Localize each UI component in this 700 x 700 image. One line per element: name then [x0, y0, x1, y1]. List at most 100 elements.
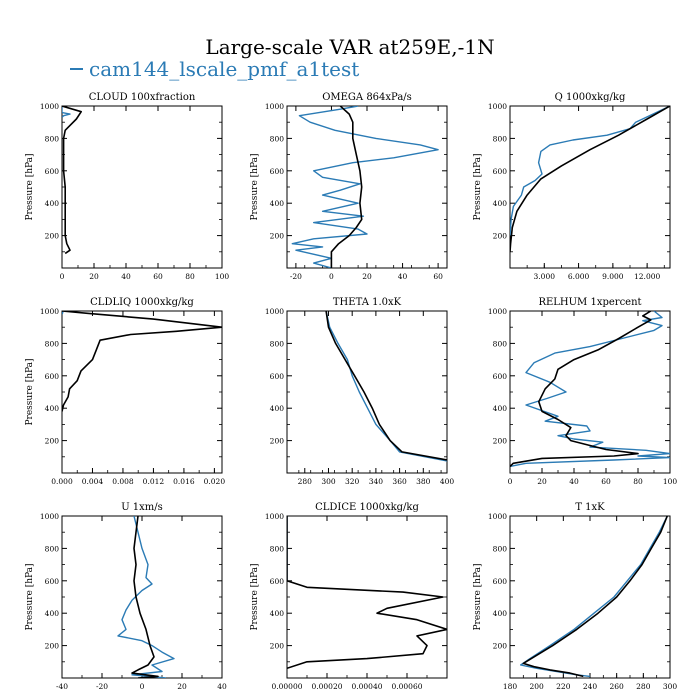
y-tick-label: 800: [493, 134, 508, 143]
x-tick-label: -20: [290, 272, 302, 281]
y-tick-label: 1000: [488, 307, 507, 316]
y-tick-label: 800: [45, 339, 60, 348]
y-tick-label: 600: [493, 167, 508, 176]
y-tick-label: 1000: [265, 512, 284, 521]
x-tick-label: 0.008: [112, 477, 134, 486]
x-tick-label: 0.020: [204, 477, 226, 486]
y-tick-label: 1000: [265, 307, 284, 316]
y-tick-label: 1000: [40, 512, 59, 521]
y-tick-label: 400: [270, 404, 285, 413]
panel-6: RELHUM 1xpercent 0 20 40 60 80 100 200 400 600 800…: [488, 297, 677, 486]
x-tick-label: 40: [569, 477, 579, 486]
x-tick-label: 9.000: [602, 272, 624, 281]
x-tick-label: 320: [345, 477, 360, 486]
plot-frame: [61, 310, 223, 474]
x-tick-label: 0.016: [173, 477, 195, 486]
x-tick-label: 280: [636, 682, 651, 691]
series-line-blue: [510, 106, 670, 236]
x-tick-label: 3.000: [534, 272, 556, 281]
y-tick-label: 600: [270, 167, 285, 176]
panel-title: CLDICE 1000xkg/kg: [315, 502, 419, 513]
x-tick-label: 20: [537, 477, 547, 486]
y-tick-label: 400: [270, 609, 285, 618]
x-tick-label: 12.000: [634, 272, 660, 281]
panel-4: CLDLIQ 1000xkg/kg 0.000 0.004 0.008 0.012 0.0…: [25, 297, 225, 486]
y-tick-label: 1000: [488, 102, 507, 111]
series-line-blue: [291, 106, 439, 268]
y-tick-label: 600: [493, 372, 508, 381]
x-tick-label: 0.012: [143, 477, 165, 486]
x-tick-label: 6.000: [568, 272, 590, 281]
y-tick-label: 1000: [488, 512, 507, 521]
y-tick-label: 200: [270, 437, 285, 446]
y-tick-label: 200: [493, 232, 508, 241]
x-tick-label: 240: [583, 682, 598, 691]
y-tick-label: 800: [45, 544, 60, 553]
x-tick-label: -20: [96, 682, 108, 691]
y-axis-label: Pressure [hPa]: [473, 563, 483, 630]
series-line-black: [131, 516, 159, 678]
panel-title: RELHUM 1xpercent: [538, 297, 641, 308]
x-tick-label: 40: [121, 272, 131, 281]
y-tick-label: 800: [270, 339, 285, 348]
x-tick-label: 0.00000: [271, 682, 302, 691]
y-tick-label: 600: [270, 577, 285, 586]
x-tick-label: 0.000: [51, 477, 73, 486]
y-tick-label: 1000: [265, 102, 284, 111]
x-tick-label: 200: [530, 682, 545, 691]
panel-title: CLOUD 100xfraction: [89, 92, 196, 103]
legend: cam144_lscale_pmf_a1test: [70, 58, 359, 80]
y-tick-label: 400: [45, 199, 60, 208]
legend-line-icon: [70, 67, 83, 70]
series-line-blue: [325, 311, 447, 462]
plot-frame: [509, 515, 671, 679]
plot-frame: [286, 105, 448, 269]
plot-frame: [286, 310, 448, 474]
x-tick-label: 300: [321, 477, 336, 486]
series-line-black: [330, 106, 363, 268]
y-tick-label: 800: [493, 544, 508, 553]
x-tick-label: 0.00020: [311, 682, 342, 691]
x-tick-label: 100: [663, 477, 678, 486]
series-line-black: [287, 516, 447, 670]
series-line-black: [62, 106, 82, 255]
panel-title: U 1xm/s: [121, 502, 163, 513]
panel-title: OMEGA 864xPa/s: [322, 92, 412, 103]
y-axis-label: Pressure [hPa]: [250, 563, 260, 630]
y-tick-label: 400: [493, 609, 508, 618]
x-tick-label: 0: [329, 272, 334, 281]
plot-frame: [61, 105, 223, 269]
y-tick-label: 600: [493, 577, 508, 586]
x-tick-label: 0: [60, 272, 65, 281]
x-tick-label: -40: [56, 682, 68, 691]
series-line-blue: [117, 516, 175, 678]
x-tick-label: 20: [89, 272, 99, 281]
y-axis-label: Pressure [hPa]: [25, 358, 35, 425]
series-line-black: [62, 311, 222, 412]
x-tick-label: 0: [140, 682, 145, 691]
y-tick-label: 1000: [40, 307, 59, 316]
panel-title: Q 1000xkg/kg: [555, 92, 626, 103]
series-line-black: [510, 311, 652, 468]
panel-title: THETA 1.0xK: [333, 297, 402, 308]
y-tick-label: 200: [45, 232, 60, 241]
x-tick-label: 260: [610, 682, 625, 691]
x-tick-label: 60: [601, 477, 611, 486]
panel-2: OMEGA 864xPa/s -20 0 20 40 60 200 400 600 800 1000…: [250, 92, 448, 281]
x-tick-label: 0: [508, 477, 513, 486]
x-tick-label: 300: [663, 682, 678, 691]
x-tick-label: 400: [440, 477, 455, 486]
page-title: Large-scale VAR at259E,-1N: [205, 35, 495, 59]
y-tick-label: 600: [45, 167, 60, 176]
series-line-black: [522, 516, 669, 678]
y-tick-label: 400: [45, 609, 60, 618]
series-line-black: [325, 311, 447, 461]
y-tick-label: 800: [270, 134, 285, 143]
y-tick-label: 400: [45, 404, 60, 413]
x-tick-label: 220: [556, 682, 571, 691]
x-tick-label: 60: [433, 272, 443, 281]
x-tick-label: 0.004: [82, 477, 104, 486]
y-tick-label: 200: [493, 437, 508, 446]
panel-7: U 1xm/s -40 -20 0 20 40 200 400 600 800 1000 Pressu…: [25, 502, 227, 691]
